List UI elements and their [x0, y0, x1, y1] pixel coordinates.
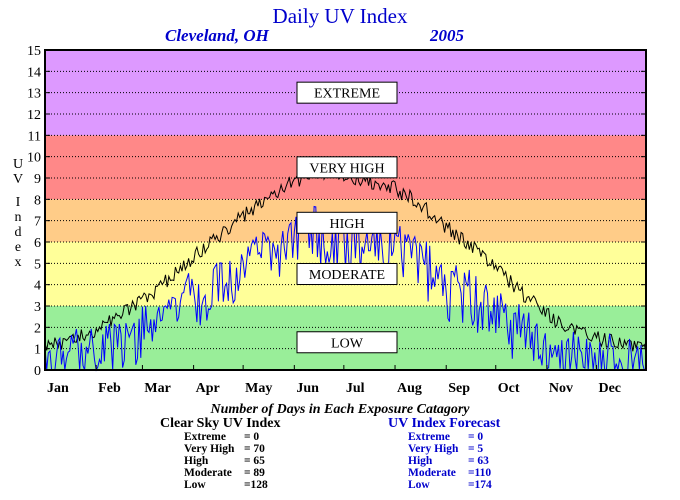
- summary-label: Moderate: [184, 467, 232, 479]
- clear-sky-summary: Extreme = 0 Very High = 70 High = 65 Moderate =…: [184, 431, 268, 491]
- summary-value: = 5: [468, 443, 483, 455]
- summary-label: Extreme: [184, 431, 226, 443]
- y-tick-label: 13: [27, 87, 41, 102]
- summary-value: =174: [468, 479, 492, 491]
- band-label: LOW: [331, 336, 364, 351]
- y-tick-label: 10: [27, 151, 41, 166]
- band-label-box: [296, 331, 398, 354]
- x-tick-label: Jun: [296, 381, 319, 396]
- summary-value: = 89: [244, 467, 265, 479]
- y-axis-label-letter: U: [13, 157, 23, 172]
- x-tick-label: Mar: [144, 381, 170, 396]
- band-label-box: [296, 263, 398, 285]
- y-axis-label-letter: d: [15, 225, 22, 240]
- summary-label: High: [184, 455, 209, 467]
- y-tick-label: 6: [34, 236, 41, 251]
- x-tick-label: Sep: [448, 381, 470, 396]
- band-label-box: [296, 211, 398, 234]
- band-label: EXTREME: [314, 87, 380, 102]
- y-axis-label-letter: n: [15, 210, 22, 225]
- summary-value: = 0: [468, 431, 483, 443]
- summary-label: Extreme: [408, 431, 450, 443]
- y-axis-label-letter: e: [15, 240, 21, 255]
- summary-value: = 63: [468, 455, 489, 467]
- summary-value: =110: [468, 467, 491, 479]
- band-label: VERY HIGH: [309, 161, 384, 176]
- x-tick-label: Jan: [47, 381, 69, 396]
- y-tick-label: 0: [34, 364, 41, 379]
- y-tick-label: 5: [34, 257, 41, 272]
- y-tick-label: 3: [34, 300, 41, 315]
- summary-label: Low: [408, 479, 430, 491]
- chart-location: Cleveland, OH: [165, 26, 270, 45]
- y-axis-label-letter: V: [13, 172, 23, 187]
- y-tick-label: 9: [34, 172, 41, 187]
- summary-label: Low: [184, 479, 206, 491]
- chart-title: Daily UV Index: [273, 4, 408, 28]
- x-tick-label: Nov: [549, 381, 573, 396]
- series-line-clear-sky: [44, 164, 647, 353]
- y-tick-label: 12: [27, 108, 41, 123]
- y-tick-label: 4: [34, 279, 41, 294]
- summary-label: Moderate: [408, 467, 456, 479]
- y-tick-label: 2: [34, 321, 41, 336]
- x-tick-label: Jul: [346, 381, 365, 396]
- y-tick-label: 1: [34, 343, 41, 358]
- summary-value: = 0: [244, 431, 259, 443]
- plot-frame: [44, 49, 647, 371]
- band-label-box: [296, 81, 398, 104]
- summary-label: High: [408, 455, 433, 467]
- x-axis-ticks: Jan Feb Mar Apr May Jun Jul Aug Sep Oct Nov Dec: [44, 365, 621, 396]
- summary-value: = 70: [244, 443, 265, 455]
- summary-value: =128: [244, 479, 268, 491]
- y-tick-label: 11: [28, 129, 41, 144]
- y-tick-label: 7: [34, 215, 41, 230]
- x-tick-label: Feb: [98, 381, 121, 396]
- clear-sky-summary-heading: Clear Sky UV Index: [160, 416, 280, 431]
- band-labels: LOW MODERATE HIGH VERY HIGH EXTREME: [296, 81, 398, 354]
- summary-label: Very High: [184, 443, 235, 455]
- y-axis-label-letter: I: [16, 195, 21, 210]
- y-axis-label-letter: x: [15, 255, 22, 270]
- x-tick-label: Dec: [598, 381, 621, 396]
- x-tick-label: Apr: [196, 381, 220, 396]
- x-tick-label: Aug: [397, 381, 422, 396]
- y-tick-label: 8: [34, 193, 41, 208]
- band-label: HIGH: [330, 217, 365, 232]
- forecast-summary-heading: UV Index Forecast: [388, 416, 501, 431]
- band-label: MODERATE: [309, 268, 385, 283]
- x-tick-label: Oct: [498, 381, 520, 396]
- x-tick-label: May: [245, 381, 272, 396]
- summary-value: = 65: [244, 455, 265, 467]
- chart-year: 2005: [429, 26, 465, 45]
- y-tick-label: 15: [27, 44, 41, 59]
- band-label-box: [296, 156, 398, 179]
- forecast-summary: Extreme = 0 Very High = 5 High = 63 Moderate =1…: [408, 431, 492, 491]
- summary-label: Very High: [408, 443, 459, 455]
- y-tick-label: 14: [27, 65, 41, 80]
- summary-note: Number of Days in Each Exposure Catagory: [209, 402, 470, 417]
